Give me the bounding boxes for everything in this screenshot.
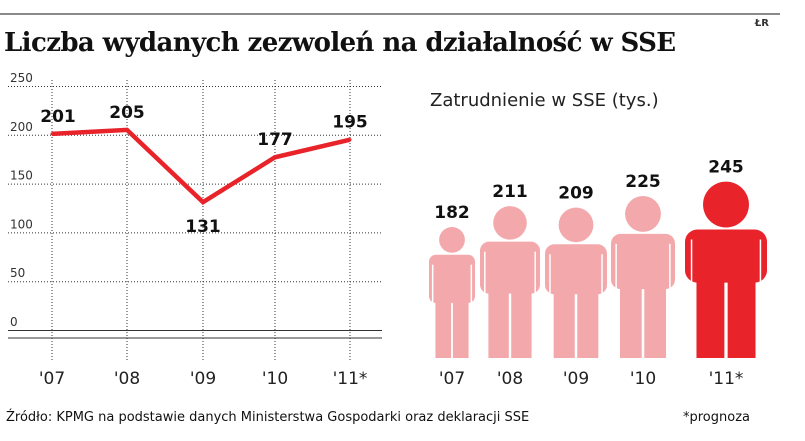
figure-head [558, 207, 594, 243]
person-figure [545, 207, 607, 358]
data-label: 182 [434, 203, 470, 223]
figure-leg [619, 285, 642, 358]
figure-torso [429, 254, 475, 304]
figure-torso [611, 233, 675, 290]
figure-leg [511, 289, 532, 358]
y-tick-label: 0 [10, 315, 18, 329]
y-tick-label: 100 [10, 217, 33, 231]
y-tick-label: 150 [10, 169, 33, 183]
data-point [348, 138, 352, 142]
data-label: 177 [257, 130, 293, 150]
data-point [201, 200, 205, 204]
data-label: 131 [185, 217, 221, 237]
data-label: 225 [625, 172, 661, 192]
figure-leg [644, 285, 667, 358]
x-tick-label: '09 [563, 369, 589, 389]
x-tick-label: '10 [630, 369, 656, 389]
employment-figure-chart: 182 '07 211 '08 209 '09 225 '10 245 '11* [429, 158, 767, 389]
figure-leg [553, 290, 575, 358]
figure-leg [577, 290, 599, 358]
x-tick-label: '07 [439, 369, 465, 389]
forecast-note: *prognoza [683, 410, 750, 425]
series-line [51, 127, 351, 205]
data-label: 245 [708, 158, 744, 178]
author-credit: ŁR [754, 18, 769, 29]
data-label: 201 [40, 107, 76, 127]
employment-subtitle: Zatrudnienie w SSE (tys.) [430, 90, 659, 111]
person-figure [480, 206, 540, 358]
data-point [273, 155, 277, 159]
person-figure [685, 181, 767, 358]
figure-leg [488, 289, 509, 358]
person-figure [611, 196, 675, 358]
x-tick-label: '11* [709, 369, 744, 389]
data-label: 209 [558, 184, 594, 204]
chart-title: Liczba wydanych zezwoleń na działalność … [4, 28, 676, 58]
person-figure [429, 226, 475, 358]
figure-head [439, 226, 465, 253]
x-tick-label: '08 [114, 369, 140, 389]
data-label: 205 [109, 103, 145, 123]
x-tick-label: '10 [262, 369, 288, 389]
data-point [50, 132, 54, 136]
figure-leg [696, 278, 725, 358]
data-label: 195 [332, 113, 368, 133]
x-tick-label: '09 [190, 369, 216, 389]
figure-head [703, 181, 749, 228]
y-tick-label: 250 [10, 71, 33, 85]
x-tick-label: '11* [333, 369, 368, 389]
figure-head [493, 206, 527, 240]
figure-leg [727, 278, 756, 358]
top-rule [0, 13, 780, 15]
figure-torso [685, 229, 767, 283]
data-point [125, 128, 129, 132]
x-tick-label: '08 [497, 369, 523, 389]
x-tick-label: '07 [39, 369, 65, 389]
y-tick-label: 50 [10, 266, 25, 280]
y-tick-label: 200 [10, 120, 33, 134]
figure-leg [435, 299, 452, 358]
figure-leg [452, 299, 469, 358]
source-note: Źródło: KPMG na podstawie danych Ministe… [6, 410, 530, 425]
figure-torso [480, 241, 540, 294]
figure-head [625, 196, 661, 232]
data-label: 211 [492, 182, 528, 202]
figure-torso [545, 244, 607, 295]
permits-line-chart: 0 50 100 150 200 250 '07 '08 '09 '10 '11* 201 205 131… [8, 71, 382, 389]
